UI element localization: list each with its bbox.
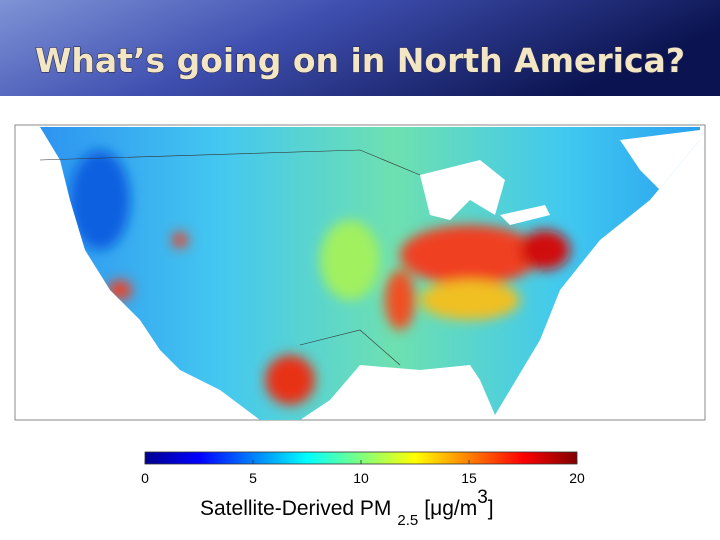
colorbar-tick-label: 5	[249, 470, 257, 486]
colorbar: 0 5 10 15 20	[141, 451, 585, 486]
title-banner	[0, 0, 720, 96]
slide-title: What’s going on in North America?	[35, 41, 685, 80]
colorbar-tick-label: 0	[141, 470, 149, 486]
colorbar-label: Satellite-Derived PM2.5[μg/m3]	[200, 487, 494, 529]
colorbar-tick-label: 10	[353, 470, 369, 486]
colorbar-tick-label: 15	[461, 470, 477, 486]
pm-map	[14, 124, 706, 421]
colorbar-tick-label: 20	[569, 470, 585, 486]
